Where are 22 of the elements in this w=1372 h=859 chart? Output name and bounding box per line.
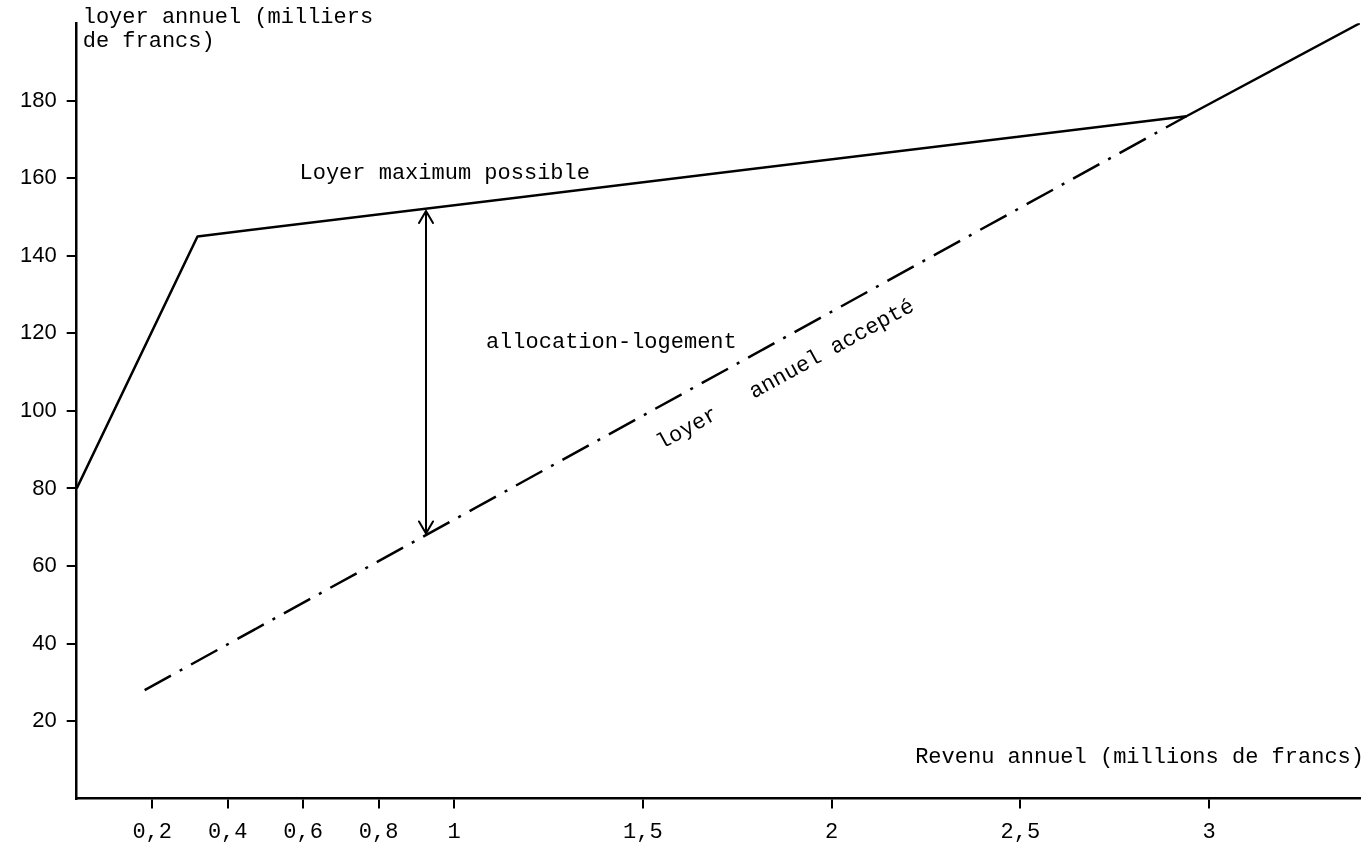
y-tick-label: 100 <box>19 396 57 422</box>
y-tick-label: 120 <box>19 319 57 345</box>
x-tick-label: 2 <box>824 819 839 845</box>
y-axis-title: loyer annuel (milliers de francs) <box>82 4 374 54</box>
y-tick-label: 40 <box>32 629 57 655</box>
y-tick-label: 60 <box>32 552 57 578</box>
y-tick-label: 160 <box>19 164 57 190</box>
y-tick-label: 20 <box>32 707 57 733</box>
x-tick-label: 1 <box>447 819 461 845</box>
x-tick-label: 2,5 <box>1000 819 1041 845</box>
annotation: allocation-logement <box>485 329 737 355</box>
x-tick-label: 0,6 <box>283 819 323 845</box>
x-tick-label: 3 <box>1202 819 1216 845</box>
x-tick-label: 0,2 <box>132 819 172 845</box>
series-label: Loyer maximum possible <box>299 161 590 187</box>
x-tick-label: 0,4 <box>207 819 248 845</box>
x-tick-label: 0,8 <box>358 819 399 845</box>
x-tick-label: 1,5 <box>623 819 663 845</box>
y-tick-label: 180 <box>19 86 57 112</box>
y-tick-label: 80 <box>32 474 57 500</box>
x-axis-title: Revenu annuel (millions de francs) <box>915 745 1364 771</box>
y-tick-label: 140 <box>19 241 57 267</box>
